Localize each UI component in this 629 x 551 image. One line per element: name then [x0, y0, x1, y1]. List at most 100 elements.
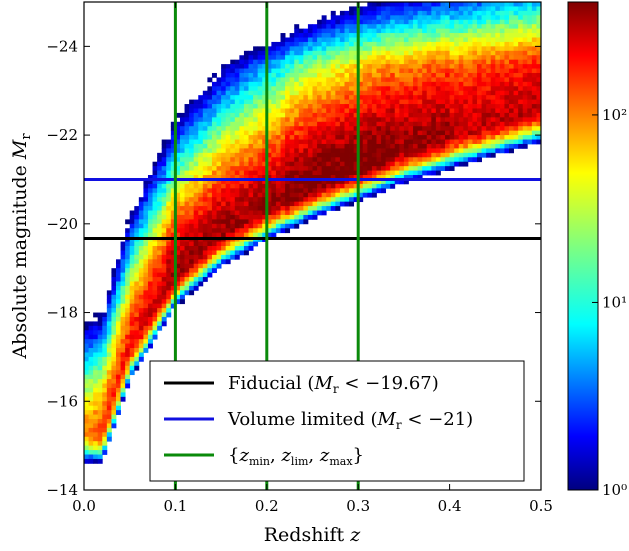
heatmap-cell [454, 90, 460, 96]
heatmap-cell [394, 77, 400, 83]
heatmap-cell [106, 387, 112, 393]
heatmap-cell [376, 183, 382, 189]
heatmap-cell [509, 64, 514, 69]
heatmap-cell [216, 77, 222, 83]
heatmap-cell [440, 90, 446, 96]
heatmap-cell [467, 130, 473, 136]
heatmap-cell [170, 139, 176, 145]
heatmap-cell [477, 50, 482, 56]
heatmap-cell [454, 157, 460, 163]
heatmap-cell [431, 152, 437, 158]
heatmap-cell [390, 161, 396, 167]
heatmap-cell [198, 126, 204, 132]
heatmap-cell [477, 126, 482, 132]
heatmap-cell [358, 166, 364, 171]
heatmap-cell [449, 161, 455, 167]
heatmap-cell [330, 68, 336, 74]
heatmap-cell [129, 219, 135, 225]
heatmap-cell [303, 50, 309, 56]
heatmap-cell [225, 81, 231, 87]
heatmap-cell [504, 86, 510, 92]
heatmap-cell [143, 250, 149, 256]
heatmap-cell [216, 86, 222, 92]
heatmap-cell [445, 10, 450, 16]
heatmap-cell [303, 179, 309, 185]
heatmap-cell [490, 121, 496, 127]
heatmap-cell [248, 95, 254, 100]
heatmap-cell [458, 152, 464, 158]
heatmap-cell [248, 170, 254, 176]
heatmap-cell [527, 126, 533, 132]
heatmap-cell [518, 72, 524, 78]
heatmap-cell [106, 290, 112, 296]
heatmap-cell [326, 19, 332, 25]
heatmap-cell [463, 157, 469, 163]
heatmap-cell [111, 396, 117, 402]
heatmap-cell [138, 316, 144, 322]
heatmap-cell [253, 143, 259, 149]
heatmap-cell [344, 90, 350, 96]
heatmap-cell [198, 232, 204, 238]
heatmap-cell [472, 135, 478, 140]
heatmap-cell [431, 143, 437, 149]
heatmap-cell [175, 139, 181, 145]
heatmap-cell [211, 232, 217, 238]
heatmap-cell [385, 64, 391, 69]
heatmap-cell [298, 188, 304, 194]
heatmap-cell [125, 352, 131, 358]
heatmap-cell [216, 157, 222, 163]
heatmap-cell [435, 104, 441, 109]
heatmap-cell [211, 139, 217, 145]
heatmap-cell [285, 170, 291, 176]
heatmap-cell [417, 41, 423, 47]
heatmap-cell [394, 104, 400, 109]
heatmap-cell [179, 241, 185, 247]
heatmap-cell [385, 46, 391, 52]
heatmap-cell [243, 175, 249, 180]
heatmap-cell [147, 201, 153, 207]
heatmap-cell [513, 24, 519, 30]
heatmap-cell [518, 77, 524, 83]
heatmap-cell [527, 112, 533, 118]
heatmap-cell [399, 33, 405, 38]
heatmap-cell [435, 86, 441, 92]
heatmap-cell [253, 197, 259, 203]
heatmap-cell [426, 95, 432, 100]
heatmap-cell [499, 68, 505, 74]
heatmap-cell [307, 117, 313, 123]
heatmap-cell [262, 232, 268, 238]
heatmap-cell [417, 175, 423, 180]
heatmap-cell [509, 50, 514, 56]
heatmap-cell [84, 441, 89, 447]
heatmap-cell [394, 175, 400, 180]
heatmap-cell [234, 90, 240, 96]
heatmap-cell [472, 55, 478, 61]
heatmap-cell [312, 126, 318, 132]
heatmap-cell [417, 130, 423, 136]
heatmap-cell [376, 2, 382, 7]
heatmap-cell [477, 108, 482, 114]
heatmap-cell [198, 192, 204, 198]
heatmap-cell [248, 135, 254, 140]
heatmap-cell [111, 268, 117, 274]
heatmap-cell [202, 232, 208, 238]
y-tick-label: −14 [46, 481, 78, 499]
heatmap-cell [527, 37, 533, 43]
heatmap-cell [426, 37, 432, 43]
heatmap-cell [97, 370, 103, 376]
heatmap-cell [504, 10, 510, 16]
heatmap-cell [216, 232, 222, 238]
heatmap-cell [262, 68, 268, 74]
heatmap-cell [221, 201, 227, 207]
heatmap-cell [435, 37, 441, 43]
heatmap-cell [486, 108, 492, 114]
heatmap-cell [225, 175, 231, 180]
heatmap-cell [349, 108, 355, 114]
heatmap-cell [321, 72, 327, 78]
heatmap-cell [367, 170, 373, 176]
heatmap-cell [445, 161, 450, 167]
heatmap-cell [509, 68, 514, 74]
heatmap-cell [385, 170, 391, 176]
heatmap-cell [170, 161, 176, 167]
heatmap-cell [344, 188, 350, 194]
